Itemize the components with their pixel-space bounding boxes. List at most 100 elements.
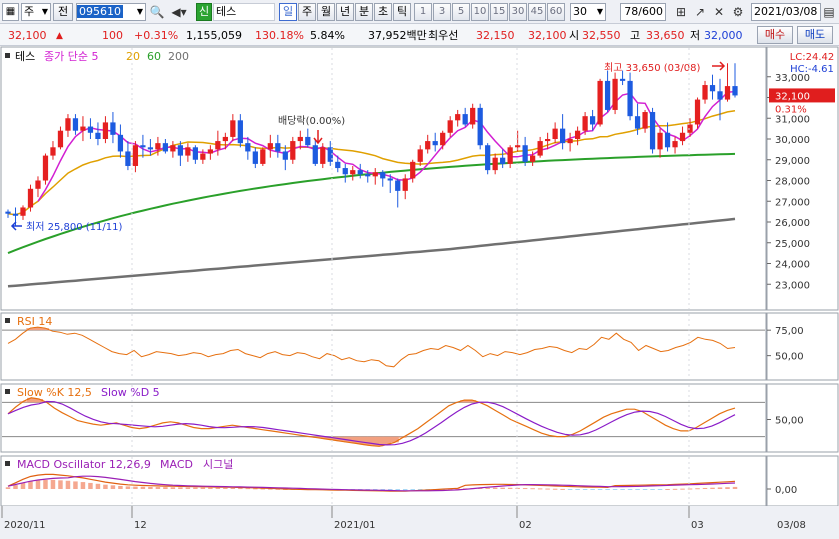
macd-osc-bar [140,486,146,489]
date-field[interactable]: 2021/03/08 [751,3,821,21]
timeline-label: 2020/11 [4,520,46,531]
market-select[interactable]: 주 ▼ [21,3,51,21]
candle-body [567,139,573,144]
dividend-arrow-icon [313,130,323,145]
type-button[interactable]: 전 [53,3,73,21]
candle-body [492,157,498,171]
trade-amount: 37,952백만 [368,29,427,42]
candle-body [162,143,169,152]
macd-osc-bar [552,488,558,490]
chart-tool-icon[interactable]: ↗ [694,5,706,19]
candle-body [305,136,311,146]
macd-osc-bar [125,486,131,489]
period-2-button[interactable]: 월 [317,3,335,21]
macd-osc-bar [50,479,56,489]
timeline-background [0,506,839,539]
interval-5-button[interactable]: 5 [452,3,470,21]
candle-body [597,80,603,125]
low-annotation: 최저 25,800 (11/11) [26,221,122,233]
candle-body [57,130,64,148]
period-4-button[interactable]: 분 [355,3,373,21]
candle-body [252,151,258,164]
candle-body [694,99,701,125]
interval-3-button[interactable]: 3 [433,3,451,21]
candle-body [552,128,558,139]
volume-ratio: 130.18% [255,29,304,42]
candle-body [380,172,386,179]
candle-body [27,188,34,208]
y-tick-label: 24,000 [775,260,810,271]
candle-body [627,80,633,117]
candle-body [282,151,288,160]
rsi-tick-label: 75,00 [775,326,804,337]
candle-body [140,145,146,148]
period-3-button[interactable]: 년 [336,3,354,21]
quote-bar: 32,100 ▲ 100 +0.31% 1,155,059 130.18% 5.… [0,24,839,46]
interval-45-button[interactable]: 45 [528,3,546,21]
y-tick-label: 28,000 [775,177,810,188]
search-icon[interactable]: 🔍 [149,5,165,19]
macd-osc-bar [657,489,663,490]
rsi-legend: RSI 14 [17,315,52,328]
menu-icon[interactable]: ▦ [2,3,19,21]
candle-body [312,145,318,164]
timeline-label: 02 [519,520,532,531]
sound-icon[interactable]: ◀▾ [171,5,187,19]
sell-button[interactable]: 매도 [797,26,833,44]
candle-body [267,143,273,150]
stock-chart[interactable]: 33,00032,00031,00030,00029,00028,00027,0… [0,46,839,539]
buy-button[interactable]: 매수 [757,26,793,44]
y-tick-label: 23,000 [775,280,810,291]
stoch-d-legend: Slow %D 5 [101,386,160,399]
macd-osc-bar [515,487,520,489]
interval-1-button[interactable]: 1 [414,3,432,21]
macd-osc-bar [208,487,213,489]
candle-body [65,118,71,131]
macd-osc-bar [28,481,33,489]
macd-osc-bar [215,487,221,489]
candle-body [522,145,528,162]
macd-osc-bar [417,489,423,490]
count-field[interactable]: 78/600 [620,3,666,21]
stoch-k-line [7,397,736,447]
candle-body [515,145,521,148]
interval-15-button[interactable]: 15 [490,3,508,21]
period-6-button[interactable]: 틱 [393,3,411,21]
candle-body [132,145,139,166]
macd-osc-bar [537,488,543,490]
custom-interval[interactable]: 30 ▼ [570,3,606,21]
zoom-in-icon[interactable]: ⊞ [675,5,687,19]
dividend-annotation: 배당락(0.00%) [278,115,345,127]
candle-body [80,126,86,131]
interval-10-button[interactable]: 10 [471,3,489,21]
macd-osc-bar [605,489,610,490]
settings-icon[interactable]: ⚙ [732,5,744,19]
candle-body [117,134,124,152]
macd-osc-bar [627,489,633,490]
macd-osc-bar [103,484,108,489]
macd-osc-bar [58,480,63,489]
macd-osc-bar [193,487,198,489]
last-price-tag [769,88,835,103]
period-0-button[interactable]: 일 [279,3,297,21]
calendar-icon[interactable]: ▤ [823,5,835,19]
interval-60-button[interactable]: 60 [547,3,565,21]
period-1-button[interactable]: 주 [298,3,316,21]
code-input[interactable]: 095610 ▼ [76,3,146,21]
macd-osc-bar [133,486,138,489]
turnover: 5.84% [310,29,345,42]
y-tick-label: 27,000 [775,197,810,208]
period-5-button[interactable]: 초 [374,3,392,21]
candle-body [537,141,543,156]
macd-osc-bar [635,489,640,490]
candle-body [410,161,416,179]
candle-body [230,120,236,137]
candle-body [709,85,716,92]
candle-body [417,149,423,162]
reset-icon[interactable]: ✕ [713,5,725,19]
macd-osc-bar [268,488,273,490]
last-pct-label: 0.31% [775,104,807,115]
candle-body [447,120,453,133]
candle-body [125,151,131,166]
interval-30-button[interactable]: 30 [509,3,527,21]
